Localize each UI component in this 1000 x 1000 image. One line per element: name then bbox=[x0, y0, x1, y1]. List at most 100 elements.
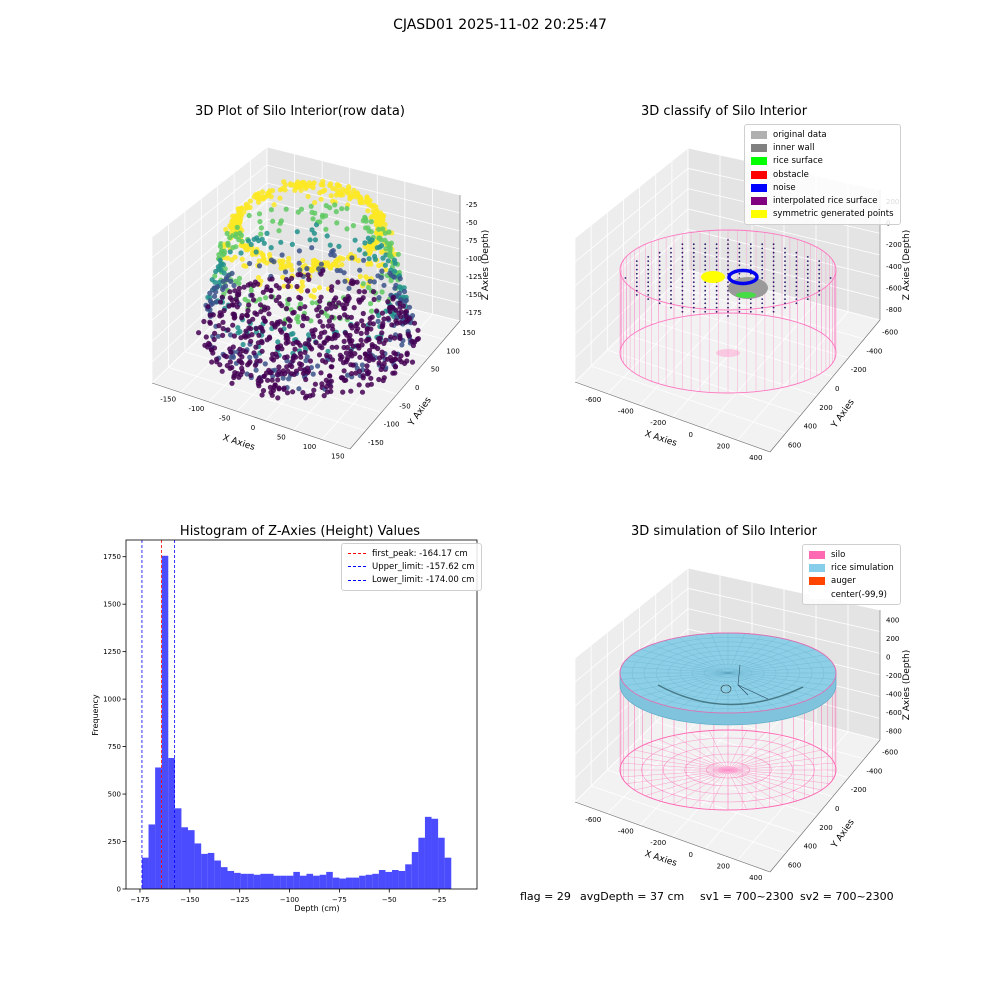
classify-interpolated-point bbox=[738, 243, 741, 246]
raw-point bbox=[376, 360, 382, 366]
classify-silo-rim bbox=[619, 312, 837, 394]
raw-point bbox=[354, 279, 360, 285]
raw-point bbox=[316, 266, 322, 272]
raw-point bbox=[381, 360, 387, 367]
raw-point bbox=[367, 320, 373, 326]
classify-x-tick-label: 200 bbox=[717, 443, 730, 451]
raw-point bbox=[365, 208, 371, 214]
simulation-mesh-spoke bbox=[727, 640, 792, 674]
raw-point bbox=[223, 354, 230, 360]
raw-point bbox=[297, 305, 303, 311]
classify-interpolated-point bbox=[681, 247, 684, 250]
histogram-ytick-label: 500 bbox=[108, 791, 121, 799]
raw-point bbox=[334, 263, 340, 269]
raw-point bbox=[306, 368, 312, 374]
histogram-bar bbox=[201, 853, 208, 889]
histogram-bar bbox=[313, 875, 320, 889]
raw-point bbox=[346, 295, 352, 301]
classify-interpolated-point bbox=[727, 239, 729, 241]
simulation-floor-spoke bbox=[626, 769, 729, 784]
simulation-legend-item: rice simulation bbox=[809, 561, 894, 574]
raw-point bbox=[316, 285, 323, 291]
histogram-legend-line bbox=[348, 579, 366, 581]
classify-interpolated-point bbox=[681, 281, 684, 284]
raw-point bbox=[312, 200, 318, 206]
raw-point bbox=[258, 378, 264, 384]
raw-point bbox=[347, 338, 353, 344]
classify-interpolated-point bbox=[749, 243, 752, 246]
raw-point bbox=[237, 230, 243, 236]
simulation-z-tick-label: -400 bbox=[886, 691, 902, 699]
classify-interpolated-point bbox=[647, 260, 650, 262]
raw-point bbox=[269, 392, 275, 398]
classify-interpolated-point bbox=[681, 256, 684, 258]
raw-point bbox=[372, 256, 378, 262]
classify-interpolated-point bbox=[704, 289, 707, 292]
raw-point bbox=[406, 304, 413, 310]
raw-point bbox=[218, 267, 224, 273]
raw-point bbox=[249, 292, 255, 298]
raw-point bbox=[268, 245, 274, 251]
histogram-xtick-label: −75 bbox=[332, 896, 347, 904]
classify-interpolated-point bbox=[692, 310, 695, 313]
classify-interpolated-point bbox=[635, 281, 638, 284]
raw-point bbox=[259, 325, 265, 331]
raw-point bbox=[264, 230, 270, 236]
classify-interpolated-point bbox=[795, 277, 798, 279]
raw-point bbox=[357, 354, 363, 360]
raw-point bbox=[376, 263, 382, 269]
classify-interpolated-point bbox=[784, 298, 786, 300]
classify-interpolated-point bbox=[715, 247, 718, 250]
classify-interpolated-point bbox=[772, 281, 775, 284]
raw-point bbox=[290, 389, 296, 395]
classify-interpolated-point bbox=[681, 260, 684, 262]
classify-interpolated-point bbox=[784, 302, 786, 305]
raw-point bbox=[367, 249, 373, 255]
raw-point bbox=[268, 288, 274, 294]
simulation-legend-swatch bbox=[809, 590, 825, 599]
classify-zaxis-label: Z Axies (Depth) bbox=[902, 230, 912, 301]
classify-legend-swatch bbox=[751, 197, 767, 206]
classify-interpolated-point bbox=[738, 264, 741, 267]
raw-point bbox=[230, 302, 236, 308]
simulation-floor-spoke bbox=[708, 769, 729, 810]
simulation-mesh-spoke bbox=[727, 672, 746, 713]
raw-point bbox=[360, 310, 366, 317]
classify-y-tick-label: 400 bbox=[804, 423, 817, 431]
raw-point bbox=[216, 323, 222, 329]
classify-legend-label: original data bbox=[773, 129, 827, 140]
raw-point bbox=[259, 236, 265, 242]
raw-point bbox=[283, 206, 289, 212]
classify-interpolated-point bbox=[772, 285, 775, 288]
classify-interpolated-point bbox=[784, 251, 786, 254]
raw-point bbox=[215, 333, 221, 339]
raw-point bbox=[317, 298, 323, 304]
raw-point bbox=[379, 310, 385, 316]
raw-point bbox=[376, 336, 382, 342]
simulation-legend-item: center(-99,9) bbox=[809, 588, 894, 601]
classify-interpolated-point bbox=[727, 298, 729, 300]
raw-point bbox=[207, 320, 213, 326]
raw-point bbox=[403, 308, 409, 314]
classify-legend-label: inner wall bbox=[773, 142, 815, 153]
raw-point bbox=[293, 368, 299, 374]
raw-point bbox=[268, 294, 274, 300]
classify-interpolated-point bbox=[704, 294, 707, 296]
raw-point bbox=[356, 382, 362, 388]
classify-interpolated-point bbox=[715, 243, 718, 246]
raw-point bbox=[239, 238, 245, 245]
histogram-bar bbox=[273, 875, 281, 889]
classify-interpolated-point bbox=[715, 256, 718, 258]
raw-point bbox=[357, 267, 363, 273]
simulation-mesh-spoke bbox=[664, 640, 729, 674]
raw-point bbox=[299, 323, 306, 329]
simulation-floor-spoke bbox=[727, 769, 783, 805]
histogram-legend-line bbox=[348, 553, 366, 555]
simulation-zaxis-label: Z Axies (Depth) bbox=[902, 650, 912, 721]
raw-point bbox=[358, 337, 364, 343]
raw-point bbox=[371, 296, 377, 303]
raw-point bbox=[221, 270, 227, 276]
raw-point bbox=[281, 283, 287, 289]
simulation-mesh-spoke bbox=[621, 672, 729, 680]
raw-point bbox=[387, 253, 393, 259]
